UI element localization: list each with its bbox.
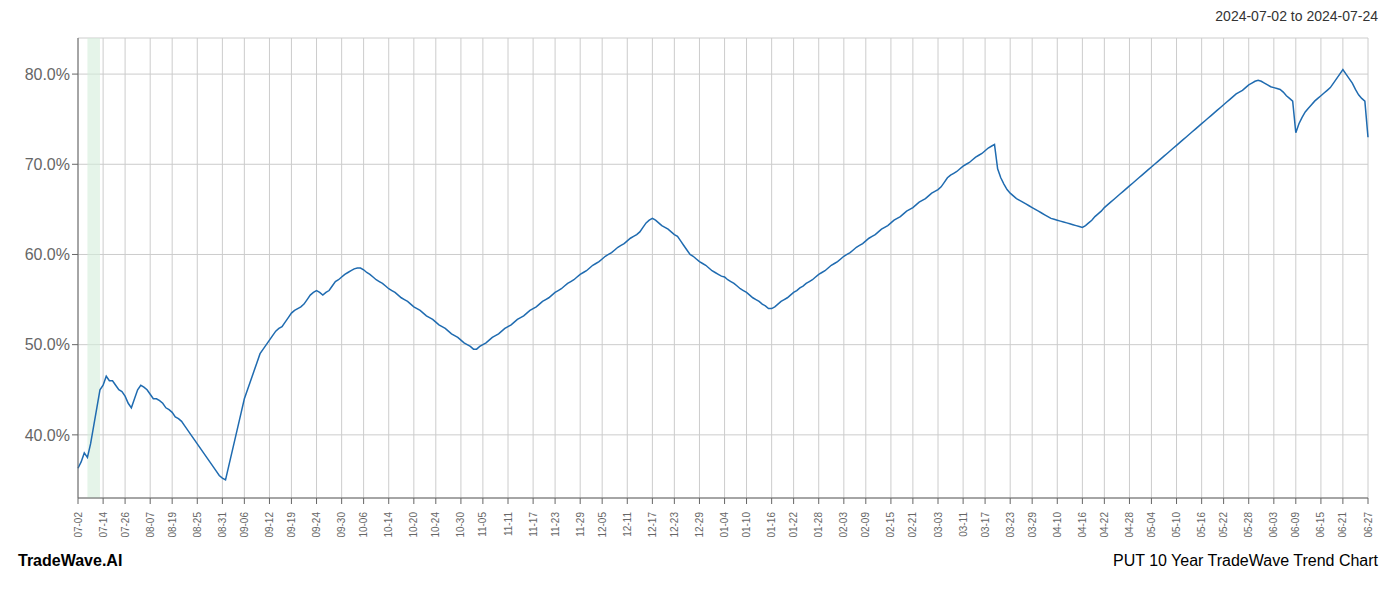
html-text:TradeWave.AI: TradeWave.AI	[18, 552, 123, 569]
svg-text:07-02: 07-02	[73, 512, 84, 538]
svg-text:08-19: 08-19	[167, 512, 178, 538]
svg-text:03-23: 03-23	[1005, 512, 1016, 538]
svg-text:08-07: 08-07	[145, 512, 156, 538]
svg-text:10-24: 10-24	[430, 512, 441, 538]
svg-text:05-22: 05-22	[1218, 512, 1229, 538]
svg-text:04-10: 04-10	[1052, 512, 1063, 538]
svg-text:01-22: 01-22	[788, 512, 799, 538]
svg-text:05-28: 05-28	[1243, 512, 1254, 538]
svg-text:08-25: 08-25	[192, 512, 203, 538]
svg-text:04-16: 04-16	[1077, 512, 1088, 538]
svg-text:09-12: 09-12	[264, 512, 275, 538]
svg-text:06-03: 06-03	[1268, 512, 1279, 538]
svg-text:10-14: 10-14	[383, 512, 394, 538]
svg-text:01-04: 01-04	[719, 512, 730, 538]
svg-text:11-05: 11-05	[477, 512, 488, 537]
svg-text:11-23: 11-23	[550, 512, 561, 537]
svg-text:04-22: 04-22	[1099, 512, 1110, 538]
svg-text:02-21: 02-21	[907, 512, 918, 538]
svg-text:09-06: 09-06	[239, 512, 250, 538]
svg-text:10-20: 10-20	[408, 512, 419, 538]
svg-text:12-11: 12-11	[622, 512, 633, 537]
svg-text:02-03: 02-03	[838, 512, 849, 538]
svg-text:40.0%: 40.0%	[25, 427, 70, 444]
svg-text:06-09: 06-09	[1290, 512, 1301, 538]
svg-text:05-10: 05-10	[1171, 512, 1182, 538]
svg-text:06-15: 06-15	[1315, 512, 1326, 538]
svg-text:10-30: 10-30	[455, 512, 466, 538]
svg-text:02-15: 02-15	[885, 512, 896, 538]
svg-text:02-09: 02-09	[860, 512, 871, 538]
svg-text:03-17: 03-17	[980, 512, 991, 538]
svg-text:09-30: 09-30	[336, 512, 347, 538]
svg-text:07-14: 07-14	[98, 512, 109, 538]
svg-text:03-11: 03-11	[958, 512, 969, 537]
svg-text:10-06: 10-06	[358, 512, 369, 538]
svg-text:12-23: 12-23	[669, 512, 680, 538]
svg-text:01-16: 01-16	[766, 512, 777, 538]
svg-text:80.0%: 80.0%	[25, 66, 70, 83]
svg-text:03-29: 03-29	[1027, 512, 1038, 538]
svg-text:12-17: 12-17	[647, 512, 658, 538]
svg-text:06-27: 06-27	[1363, 512, 1374, 538]
html-text:PUT 10 Year TradeWave Trend Ch: PUT 10 Year TradeWave Trend Chart	[1113, 552, 1378, 569]
svg-text:60.0%: 60.0%	[25, 246, 70, 263]
svg-text:70.0%: 70.0%	[25, 156, 70, 173]
svg-text:12-05: 12-05	[597, 512, 608, 538]
svg-text:07-26: 07-26	[120, 512, 131, 538]
svg-text:04-28: 04-28	[1124, 512, 1135, 538]
svg-text:11-29: 11-29	[575, 512, 586, 537]
svg-text:06-21: 06-21	[1337, 512, 1348, 538]
svg-text:09-19: 09-19	[286, 512, 297, 538]
svg-text:12-29: 12-29	[694, 512, 705, 538]
svg-text:09-24: 09-24	[311, 512, 322, 538]
svg-text:05-16: 05-16	[1196, 512, 1207, 538]
svg-text:11-11: 11-11	[503, 512, 514, 537]
svg-text:01-28: 01-28	[813, 512, 824, 538]
svg-text:11-17: 11-17	[528, 512, 539, 537]
svg-text:05-04: 05-04	[1146, 512, 1157, 538]
svg-text:01-10: 01-10	[741, 512, 752, 538]
html-text:2024-07-02 to 2024-07-24: 2024-07-02 to 2024-07-24	[1215, 8, 1378, 24]
svg-text:50.0%: 50.0%	[25, 336, 70, 353]
svg-text:08-31: 08-31	[217, 512, 228, 538]
svg-text:03-03: 03-03	[933, 512, 944, 538]
